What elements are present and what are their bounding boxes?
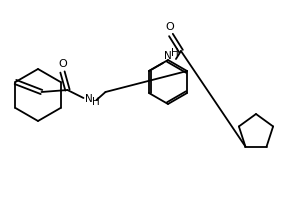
Text: N: N xyxy=(164,51,172,61)
Text: H: H xyxy=(92,97,100,107)
Text: O: O xyxy=(166,22,174,32)
Text: O: O xyxy=(58,59,67,69)
Text: H: H xyxy=(171,48,179,58)
Text: N: N xyxy=(85,94,93,104)
